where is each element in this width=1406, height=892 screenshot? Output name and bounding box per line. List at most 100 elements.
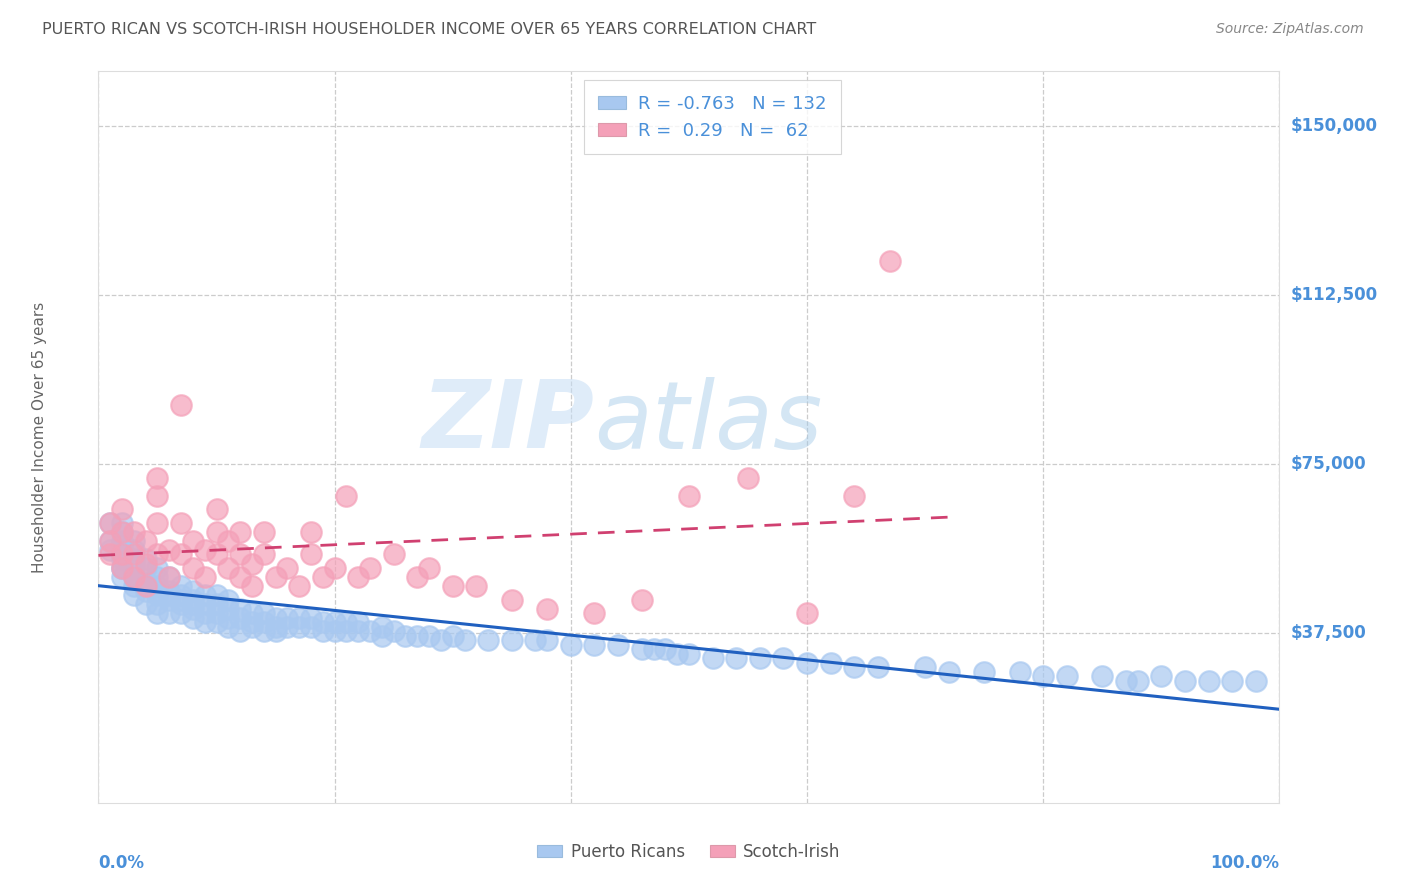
- Point: [122, 552, 145, 566]
- Text: 0.0%: 0.0%: [98, 854, 145, 872]
- Point: [146, 570, 169, 584]
- Point: [205, 615, 228, 630]
- Point: [406, 629, 429, 643]
- Point: [122, 588, 145, 602]
- Point: [135, 597, 157, 611]
- Point: [170, 516, 193, 530]
- Point: [796, 656, 818, 670]
- Point: [98, 533, 121, 548]
- Point: [146, 561, 169, 575]
- Point: [205, 597, 228, 611]
- Point: [181, 597, 204, 611]
- Point: [111, 548, 134, 562]
- Point: [418, 629, 440, 643]
- Point: [111, 533, 134, 548]
- Point: [146, 489, 169, 503]
- Point: [146, 606, 169, 620]
- Point: [170, 399, 193, 413]
- Point: [217, 592, 239, 607]
- Point: [98, 516, 121, 530]
- Point: [146, 583, 169, 598]
- Point: [264, 610, 287, 624]
- Point: [441, 579, 464, 593]
- Point: [844, 489, 866, 503]
- Point: [217, 610, 239, 624]
- Point: [111, 570, 134, 584]
- Point: [135, 533, 157, 548]
- Point: [122, 561, 145, 575]
- Point: [748, 651, 770, 665]
- Point: [583, 638, 606, 652]
- Point: [122, 557, 145, 571]
- Point: [371, 620, 394, 634]
- Point: [240, 557, 263, 571]
- Point: [347, 624, 370, 639]
- Point: [111, 543, 134, 558]
- Text: 100.0%: 100.0%: [1211, 854, 1279, 872]
- Point: [111, 538, 134, 552]
- Point: [135, 579, 157, 593]
- Point: [98, 533, 121, 548]
- Point: [938, 665, 960, 679]
- Point: [299, 610, 322, 624]
- Point: [264, 624, 287, 639]
- Point: [288, 579, 311, 593]
- Point: [229, 548, 252, 562]
- Point: [914, 660, 936, 674]
- Point: [122, 543, 145, 558]
- Point: [205, 524, 228, 539]
- Point: [170, 592, 193, 607]
- Point: [229, 570, 252, 584]
- Point: [371, 629, 394, 643]
- Point: [181, 533, 204, 548]
- Point: [181, 561, 204, 575]
- Point: [98, 516, 121, 530]
- Point: [157, 592, 180, 607]
- Point: [323, 561, 346, 575]
- Point: [335, 615, 357, 630]
- Point: [382, 624, 405, 639]
- Point: [312, 624, 335, 639]
- Point: [347, 570, 370, 584]
- Point: [253, 524, 276, 539]
- Point: [453, 633, 475, 648]
- Point: [240, 579, 263, 593]
- Point: [441, 629, 464, 643]
- Point: [879, 254, 901, 268]
- Legend: Puerto Ricans, Scotch-Irish: Puerto Ricans, Scotch-Irish: [530, 837, 848, 868]
- Point: [276, 561, 298, 575]
- Point: [194, 606, 217, 620]
- Text: $112,500: $112,500: [1291, 285, 1378, 304]
- Point: [122, 570, 145, 584]
- Point: [276, 620, 298, 634]
- Point: [501, 592, 523, 607]
- Point: [501, 633, 523, 648]
- Point: [299, 548, 322, 562]
- Point: [146, 471, 169, 485]
- Point: [205, 548, 228, 562]
- Point: [146, 597, 169, 611]
- Point: [1150, 669, 1173, 683]
- Point: [217, 533, 239, 548]
- Point: [135, 574, 157, 589]
- Point: [111, 561, 134, 575]
- Point: [524, 633, 547, 648]
- Point: [253, 606, 276, 620]
- Point: [229, 601, 252, 615]
- Point: [146, 579, 169, 593]
- Point: [170, 579, 193, 593]
- Point: [181, 601, 204, 615]
- Point: [135, 579, 157, 593]
- Point: [111, 561, 134, 575]
- Point: [240, 615, 263, 630]
- Text: $75,000: $75,000: [1291, 455, 1367, 473]
- Point: [146, 588, 169, 602]
- Point: [1091, 669, 1114, 683]
- Point: [157, 606, 180, 620]
- Point: [111, 516, 134, 530]
- Point: [157, 570, 180, 584]
- Point: [1174, 673, 1197, 688]
- Point: [111, 548, 134, 562]
- Point: [98, 543, 121, 558]
- Point: [312, 570, 335, 584]
